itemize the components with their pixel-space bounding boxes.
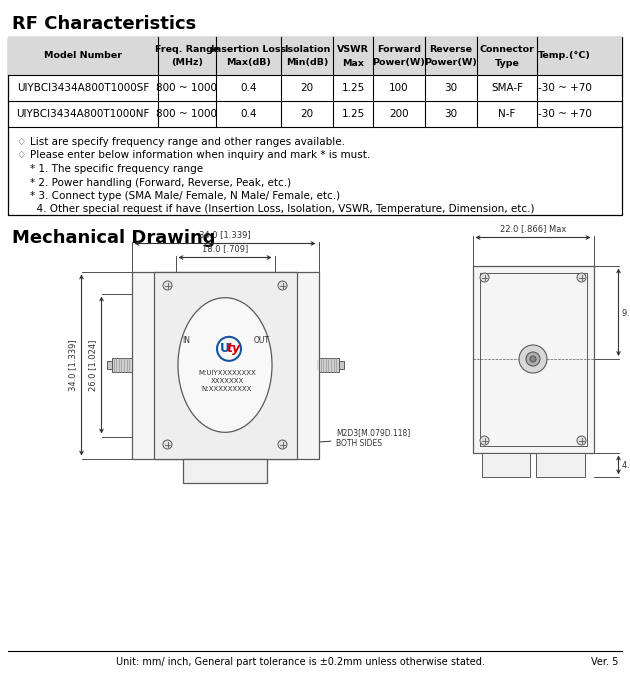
Text: 100: 100	[389, 83, 409, 93]
Bar	[319, 358, 338, 372]
Text: 34.0 [1.339]: 34.0 [1.339]	[69, 339, 77, 391]
Bar	[479, 273, 587, 446]
Text: 9.5 [.374]: 9.5 [.374]	[622, 308, 630, 317]
Text: 30: 30	[444, 83, 457, 93]
Text: * 2. Power handling (Forward, Reverse, Peak, etc.): * 2. Power handling (Forward, Reverse, P…	[30, 178, 291, 188]
Bar	[106, 361, 112, 369]
Circle shape	[519, 345, 547, 373]
Text: Temp.(°C): Temp.(°C)	[538, 51, 591, 61]
Bar	[8, 37, 622, 75]
Text: SMA-F: SMA-F	[491, 83, 523, 93]
Text: Ver. 5: Ver. 5	[591, 657, 618, 667]
Circle shape	[163, 281, 172, 290]
Text: ♢: ♢	[16, 151, 25, 161]
Text: 800 ~ 1000: 800 ~ 1000	[156, 109, 217, 119]
Circle shape	[480, 436, 489, 445]
Text: 0.4: 0.4	[240, 109, 257, 119]
Text: Max: Max	[342, 59, 364, 68]
Bar	[183, 458, 267, 483]
Text: M2D3[M.079D.118]
BOTH SIDES: M2D3[M.079D.118] BOTH SIDES	[287, 429, 411, 448]
Text: (MHz): (MHz)	[171, 59, 203, 68]
Circle shape	[577, 273, 586, 282]
Text: UIYBCI3434A800T1000SF: UIYBCI3434A800T1000SF	[17, 83, 149, 93]
Text: XXXXXXX: XXXXXXX	[210, 378, 244, 384]
Circle shape	[577, 436, 586, 445]
Bar	[112, 358, 132, 372]
Text: Freq. Range: Freq. Range	[155, 45, 219, 53]
Text: Insertion Loss: Insertion Loss	[211, 45, 286, 53]
Text: Forward: Forward	[377, 45, 421, 53]
Bar	[154, 271, 297, 458]
Text: RF Characteristics: RF Characteristics	[12, 15, 197, 33]
Text: 200: 200	[389, 109, 409, 119]
Text: 4.5 [.175]: 4.5 [.175]	[622, 460, 630, 469]
Text: 22.0 [.866] Max: 22.0 [.866] Max	[500, 225, 566, 234]
Bar	[130, 360, 134, 370]
Text: Power(W): Power(W)	[425, 59, 478, 68]
Text: U: U	[220, 342, 230, 355]
Text: M:UIYXXXXXXXX: M:UIYXXXXXXXX	[198, 370, 256, 376]
Circle shape	[526, 352, 540, 366]
Text: Type: Type	[495, 59, 520, 68]
Circle shape	[278, 281, 287, 290]
Text: UIYBCI3434A800T1000NF: UIYBCI3434A800T1000NF	[16, 109, 150, 119]
Bar	[536, 452, 585, 477]
Text: Min(dB): Min(dB)	[286, 59, 328, 68]
Text: N-F: N-F	[498, 109, 516, 119]
Bar	[132, 271, 319, 458]
Text: 34.0 [1.339]: 34.0 [1.339]	[199, 230, 251, 240]
Text: -30 ~ +70: -30 ~ +70	[537, 109, 592, 119]
Text: Mechanical Drawing: Mechanical Drawing	[12, 229, 215, 247]
Text: N:XXXXXXXXX: N:XXXXXXXXX	[202, 386, 252, 392]
Text: 0.4: 0.4	[240, 83, 257, 93]
Bar	[472, 265, 593, 452]
Circle shape	[278, 440, 287, 449]
Text: 18.0 [.709]: 18.0 [.709]	[202, 244, 248, 254]
Text: * 3. Connect type (SMA Male/ Female, N Male/ Female, etc.): * 3. Connect type (SMA Male/ Female, N M…	[30, 191, 340, 201]
Bar	[8, 37, 622, 215]
Text: Isolation: Isolation	[284, 45, 330, 53]
Text: 20: 20	[301, 109, 314, 119]
Bar	[338, 361, 343, 369]
Text: Unit: mm/ inch, General part tolerance is ±0.2mm unless otherwise stated.: Unit: mm/ inch, General part tolerance i…	[115, 657, 484, 667]
Text: Please enter below information when inquiry and mark * is must.: Please enter below information when inqu…	[30, 151, 370, 161]
Text: * 1. The specific frequency range: * 1. The specific frequency range	[30, 164, 203, 174]
Text: 1.25: 1.25	[341, 83, 365, 93]
Text: ty: ty	[227, 342, 241, 355]
Text: Model Number: Model Number	[44, 51, 122, 61]
Text: Reverse: Reverse	[430, 45, 472, 53]
Text: VSWR: VSWR	[337, 45, 369, 53]
Circle shape	[480, 273, 489, 282]
Text: -30 ~ +70: -30 ~ +70	[537, 83, 592, 93]
Text: 800 ~ 1000: 800 ~ 1000	[156, 83, 217, 93]
Text: Connector: Connector	[479, 45, 534, 53]
Text: 1.25: 1.25	[341, 109, 365, 119]
Text: Power(W): Power(W)	[372, 59, 425, 68]
Text: 30: 30	[444, 109, 457, 119]
Text: 4. Other special request if have (Insertion Loss, Isolation, VSWR, Temperature, : 4. Other special request if have (Insert…	[30, 205, 534, 215]
Text: ♢: ♢	[16, 137, 25, 147]
Bar	[481, 452, 530, 477]
Text: Max(dB): Max(dB)	[226, 59, 271, 68]
Ellipse shape	[178, 298, 272, 432]
Text: OUT: OUT	[254, 336, 270, 346]
Text: 20: 20	[301, 83, 314, 93]
Text: IN: IN	[182, 336, 190, 346]
Text: List are specify frequency range and other ranges available.: List are specify frequency range and oth…	[30, 137, 345, 147]
Circle shape	[163, 440, 172, 449]
Bar	[316, 360, 321, 370]
Text: 26.0 [1.024]: 26.0 [1.024]	[88, 340, 98, 391]
Circle shape	[530, 356, 536, 362]
